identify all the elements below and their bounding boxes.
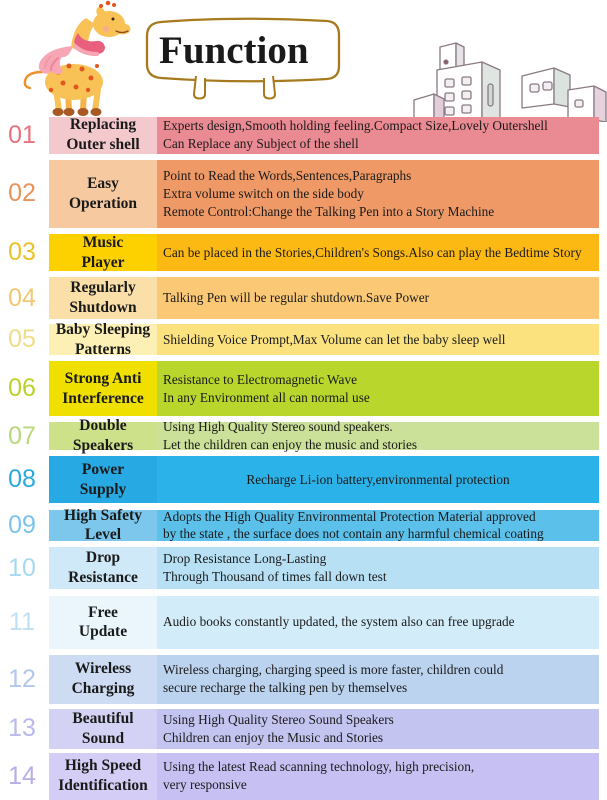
svg-text:Function: Function [159, 29, 309, 72]
